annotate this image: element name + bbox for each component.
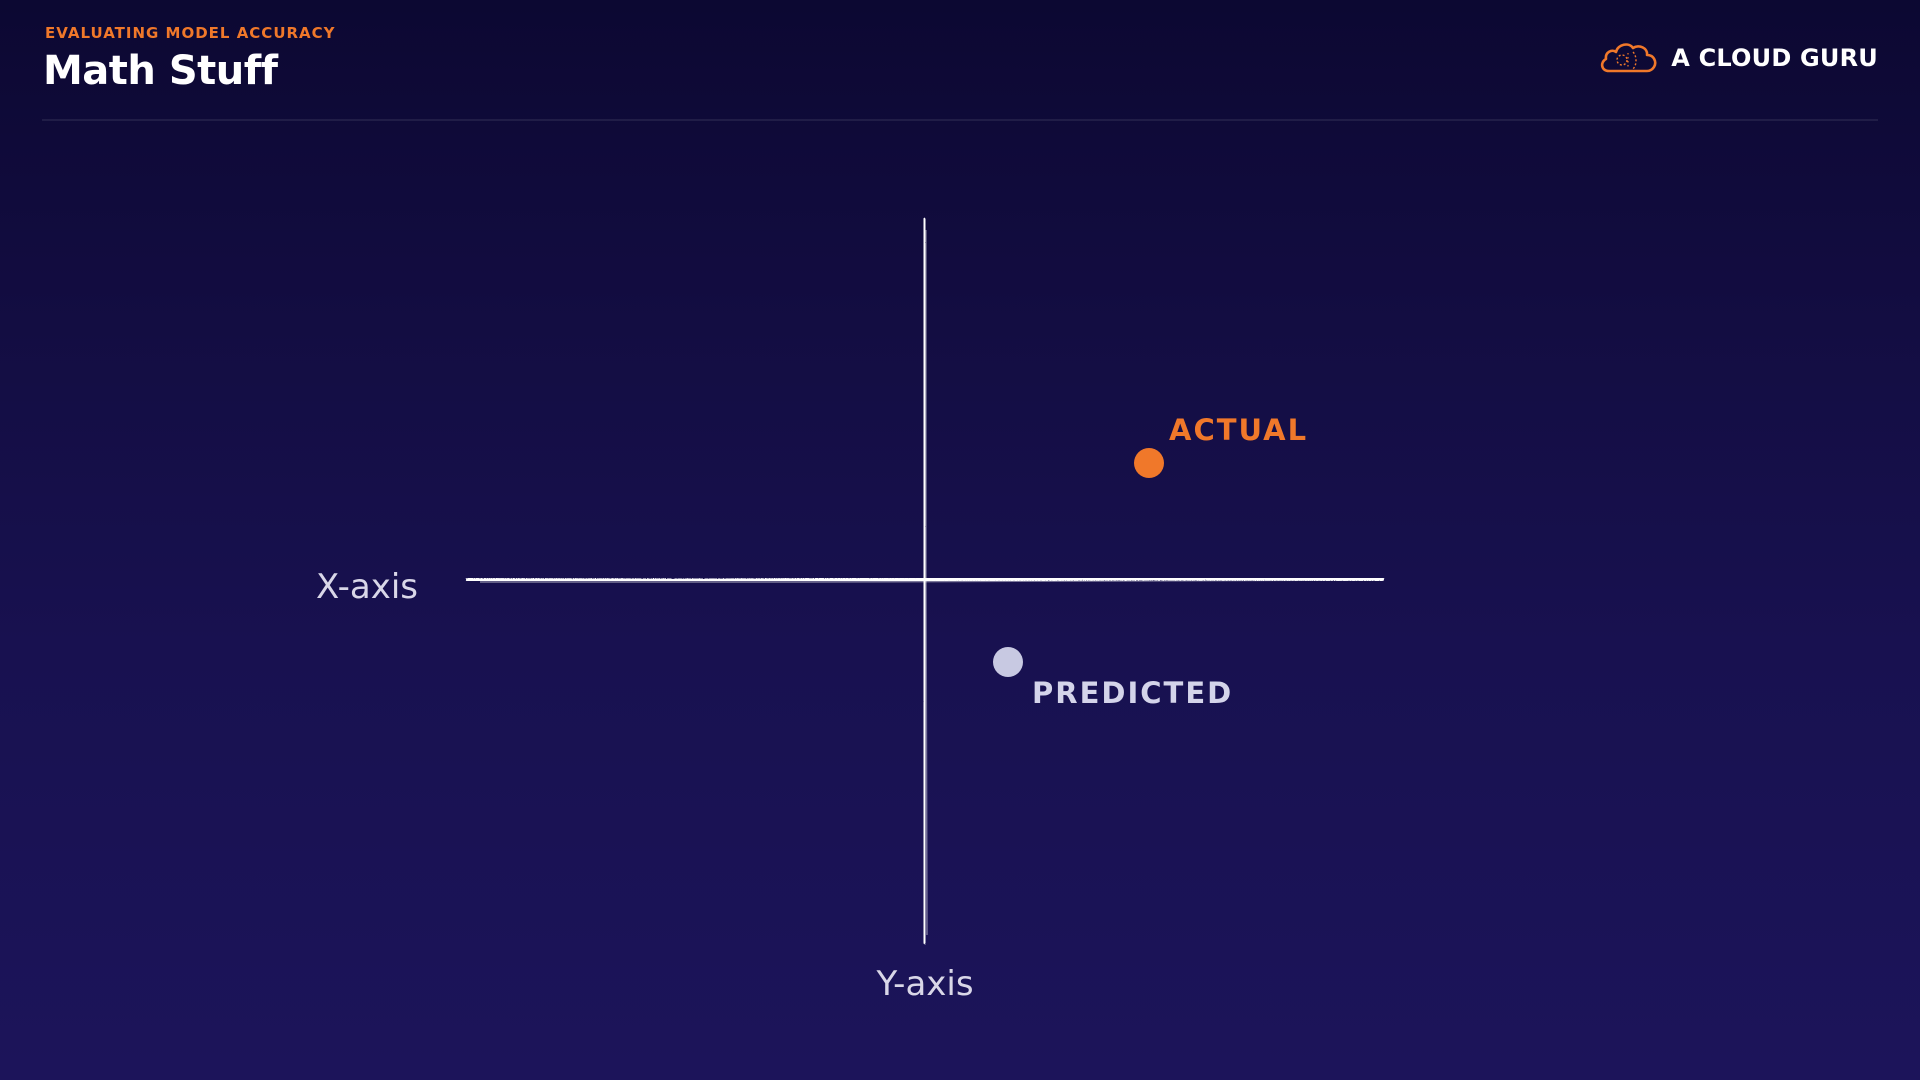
actual-point-label: ACTUAL	[1169, 413, 1308, 447]
section-eyebrow: EVALUATING MODEL ACCURACY	[45, 24, 336, 42]
vertical-axis-line-shadow	[925, 230, 928, 936]
slide-header: EVALUATING MODEL ACCURACY Math Stuff A C…	[0, 0, 1920, 122]
cloud-icon	[1601, 43, 1657, 73]
horizontal-axis-line-shadow	[480, 579, 1371, 583]
vertical-axis-line	[921, 218, 927, 944]
actual-point	[1134, 448, 1164, 478]
brand-name: A CLOUD GURU	[1671, 44, 1878, 72]
x-axis-label: X-axis	[316, 567, 418, 607]
header-divider	[42, 119, 1878, 121]
predicted-point	[993, 647, 1023, 677]
brand-logo-group: A CLOUD GURU	[1597, 38, 1878, 78]
y-axis-label: Y-axis	[875, 964, 973, 1004]
slide-title: Math Stuff	[43, 48, 278, 94]
predicted-point-label: PREDICTED	[1032, 676, 1233, 710]
